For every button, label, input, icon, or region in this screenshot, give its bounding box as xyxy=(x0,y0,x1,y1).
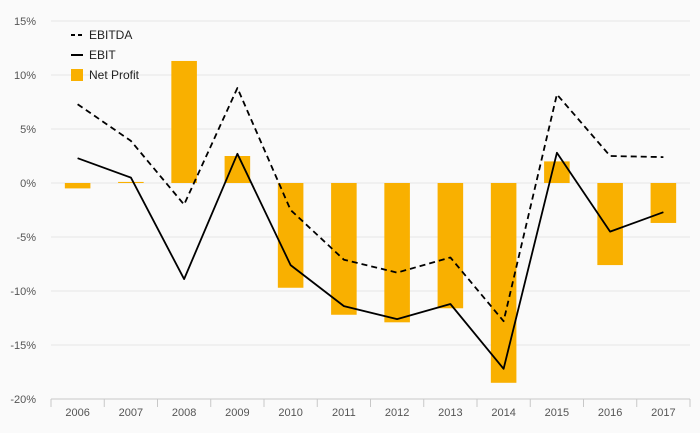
bar-net-profit xyxy=(171,60,197,183)
x-tick-label: 2008 xyxy=(172,407,196,419)
bar-net-profit xyxy=(224,156,251,183)
bar-net-profit xyxy=(331,183,357,315)
y-tick-label: 10% xyxy=(14,70,36,82)
x-tick-label: 2010 xyxy=(278,407,302,419)
line-ebitda xyxy=(77,87,664,323)
legend-label: Net Profit xyxy=(89,68,140,82)
x-tick-label: 2009 xyxy=(225,407,249,419)
y-tick-label: -20% xyxy=(10,394,36,406)
bar-net-profit xyxy=(64,183,91,189)
x-tick-label: 2007 xyxy=(119,407,143,419)
y-tick-label: -5% xyxy=(16,232,36,244)
bar-net-profit xyxy=(597,183,623,266)
x-tick-label: 2015 xyxy=(545,407,569,419)
line-ebit xyxy=(77,151,664,370)
y-tick-label: 0% xyxy=(20,178,36,190)
y-tick-label: -10% xyxy=(10,286,36,298)
bar-net-profit xyxy=(437,183,464,309)
line-series xyxy=(77,87,664,370)
bar-net-profit xyxy=(277,183,304,288)
x-tick-label: 2014 xyxy=(491,407,515,419)
y-tick-label: -15% xyxy=(10,340,36,352)
x-tick-label: 2011 xyxy=(332,407,356,419)
x-tick-label: 2012 xyxy=(385,407,409,419)
x-tick-label: 2013 xyxy=(438,407,462,419)
legend-label: EBITDA xyxy=(89,28,132,42)
bar-net-profit xyxy=(384,183,410,323)
legend: EBITDA EBIT Net Profit xyxy=(71,28,140,82)
x-tick-label: 2006 xyxy=(65,407,89,419)
bar-net-profit xyxy=(118,181,144,183)
bar-net-profit xyxy=(650,183,677,223)
y-tick-label: 15% xyxy=(14,16,36,28)
bar-series-net-profit xyxy=(64,60,677,383)
x-axis: 2006 2007 2008 2009 2010 2011 2012 2013 2014 2015… xyxy=(50,398,691,419)
legend-label: EBIT xyxy=(89,48,116,62)
x-tick-label: 2017 xyxy=(651,407,675,419)
x-tick-label: 2016 xyxy=(598,407,622,419)
y-axis-ticks: 15% 10% 5% 0% -5% -10% -15% -20% xyxy=(10,16,36,406)
grid-lines xyxy=(51,20,690,346)
y-tick-label: 5% xyxy=(20,124,36,136)
legend-swatch-net-profit xyxy=(71,69,83,81)
